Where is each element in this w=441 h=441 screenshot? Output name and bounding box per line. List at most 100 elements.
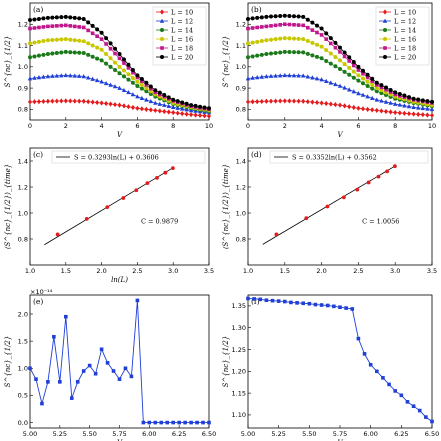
data-point: [246, 99, 250, 105]
data-point: [126, 62, 131, 67]
y-axis-label: ⟨S^{nc}_{1/2}⟩_{time}: [222, 164, 230, 249]
legend: S = 0.3352ln(L) + 0.3562: [269, 150, 429, 164]
data-point: [301, 73, 306, 78]
data-point: [264, 298, 269, 303]
data-point: [273, 73, 278, 78]
data-point: [310, 40, 315, 45]
y-tick-label: 1.2: [18, 21, 28, 29]
data-point: [87, 363, 92, 368]
data-point: [162, 108, 167, 115]
data-point: [315, 99, 319, 106]
data-point: [342, 103, 347, 109]
legend-marker: [383, 9, 387, 15]
x-tick-label: 3.0: [390, 267, 400, 275]
data-point: [420, 112, 425, 118]
legend-label: S = 0.3352ln(L) + 0.3562: [292, 154, 377, 162]
data-point: [121, 196, 126, 200]
data-point: [305, 74, 310, 79]
data-point: [121, 103, 126, 109]
data-point: [198, 112, 203, 119]
data-point: [319, 100, 324, 106]
series-1: [245, 72, 435, 112]
data-point: [315, 42, 319, 47]
x-tick-label: 1.0: [243, 267, 253, 275]
data-point: [108, 82, 113, 87]
data-point: [388, 100, 393, 105]
data-point: [250, 54, 255, 59]
data-point: [202, 105, 207, 110]
data-point: [325, 303, 330, 308]
x-axis-label: V: [117, 131, 123, 139]
data-point: [319, 77, 324, 82]
series-line: [247, 298, 433, 422]
data-point: [338, 45, 342, 50]
data-point: [361, 106, 365, 112]
legend-marker: [383, 28, 387, 32]
data-point: [121, 74, 126, 79]
data-point: [397, 110, 402, 116]
data-point: [28, 41, 32, 46]
y-tick-label: 1.0: [18, 209, 28, 217]
axes-frame: [29, 147, 210, 266]
data-point: [384, 108, 388, 115]
legend-marker: [383, 46, 387, 50]
x-tick-label: 2: [283, 122, 287, 130]
data-point: [41, 39, 46, 44]
data-point: [305, 99, 310, 105]
legend-box: [269, 150, 429, 164]
y-tick-label: 1.0: [18, 63, 28, 71]
data-point: [260, 25, 264, 29]
data-point: [292, 14, 296, 19]
data-point: [411, 404, 416, 408]
data-point: [121, 68, 126, 73]
data-point: [141, 420, 146, 425]
legend-label: L = 18: [394, 45, 416, 53]
data-point: [278, 73, 283, 78]
data-point: [148, 107, 153, 113]
data-point: [278, 50, 283, 55]
data-point: [126, 66, 131, 70]
y-tick-label: 0.8: [236, 106, 246, 114]
data-point: [264, 73, 269, 79]
data-point: [315, 30, 319, 35]
data-point: [69, 396, 74, 400]
data-point: [54, 37, 59, 42]
data-point: [407, 111, 411, 117]
y-tick-label: 0.8: [18, 235, 28, 243]
data-point: [325, 204, 330, 209]
data-point: [347, 59, 351, 63]
data-point: [81, 39, 86, 44]
data-point: [64, 23, 68, 28]
data-point: [175, 99, 180, 104]
data-point: [274, 232, 279, 237]
data-point: [147, 420, 152, 425]
data-point: [264, 14, 269, 19]
data-point: [45, 98, 50, 104]
data-point: [304, 216, 309, 221]
data-point: [36, 16, 41, 21]
data-point: [117, 71, 122, 76]
data-point: [77, 73, 82, 78]
data-point: [140, 79, 144, 83]
data-point: [347, 65, 352, 70]
data-point: [375, 369, 379, 374]
data-point: [305, 51, 310, 56]
data-point: [93, 371, 98, 376]
data-point: [388, 109, 393, 115]
panel-label: (a): [33, 5, 43, 14]
data-point: [329, 41, 333, 46]
data-point: [95, 27, 100, 32]
data-point: [314, 76, 320, 81]
data-point: [45, 73, 51, 79]
data-point: [126, 77, 131, 82]
data-point: [157, 108, 162, 114]
x-tick-label: 8: [393, 122, 397, 130]
data-point: [365, 79, 370, 84]
x-tick-label: 6: [356, 122, 360, 130]
data-point: [68, 24, 73, 28]
data-point: [108, 64, 113, 69]
y-axis-label: S^{nc}_{1/2}: [222, 36, 230, 88]
data-point: [111, 369, 116, 373]
panel-f: 5.00 5.25 5.50 5.75 6.00 6.25 6.50 1.10 1.15 1.20…: [222, 294, 439, 441]
data-point: [183, 420, 187, 425]
